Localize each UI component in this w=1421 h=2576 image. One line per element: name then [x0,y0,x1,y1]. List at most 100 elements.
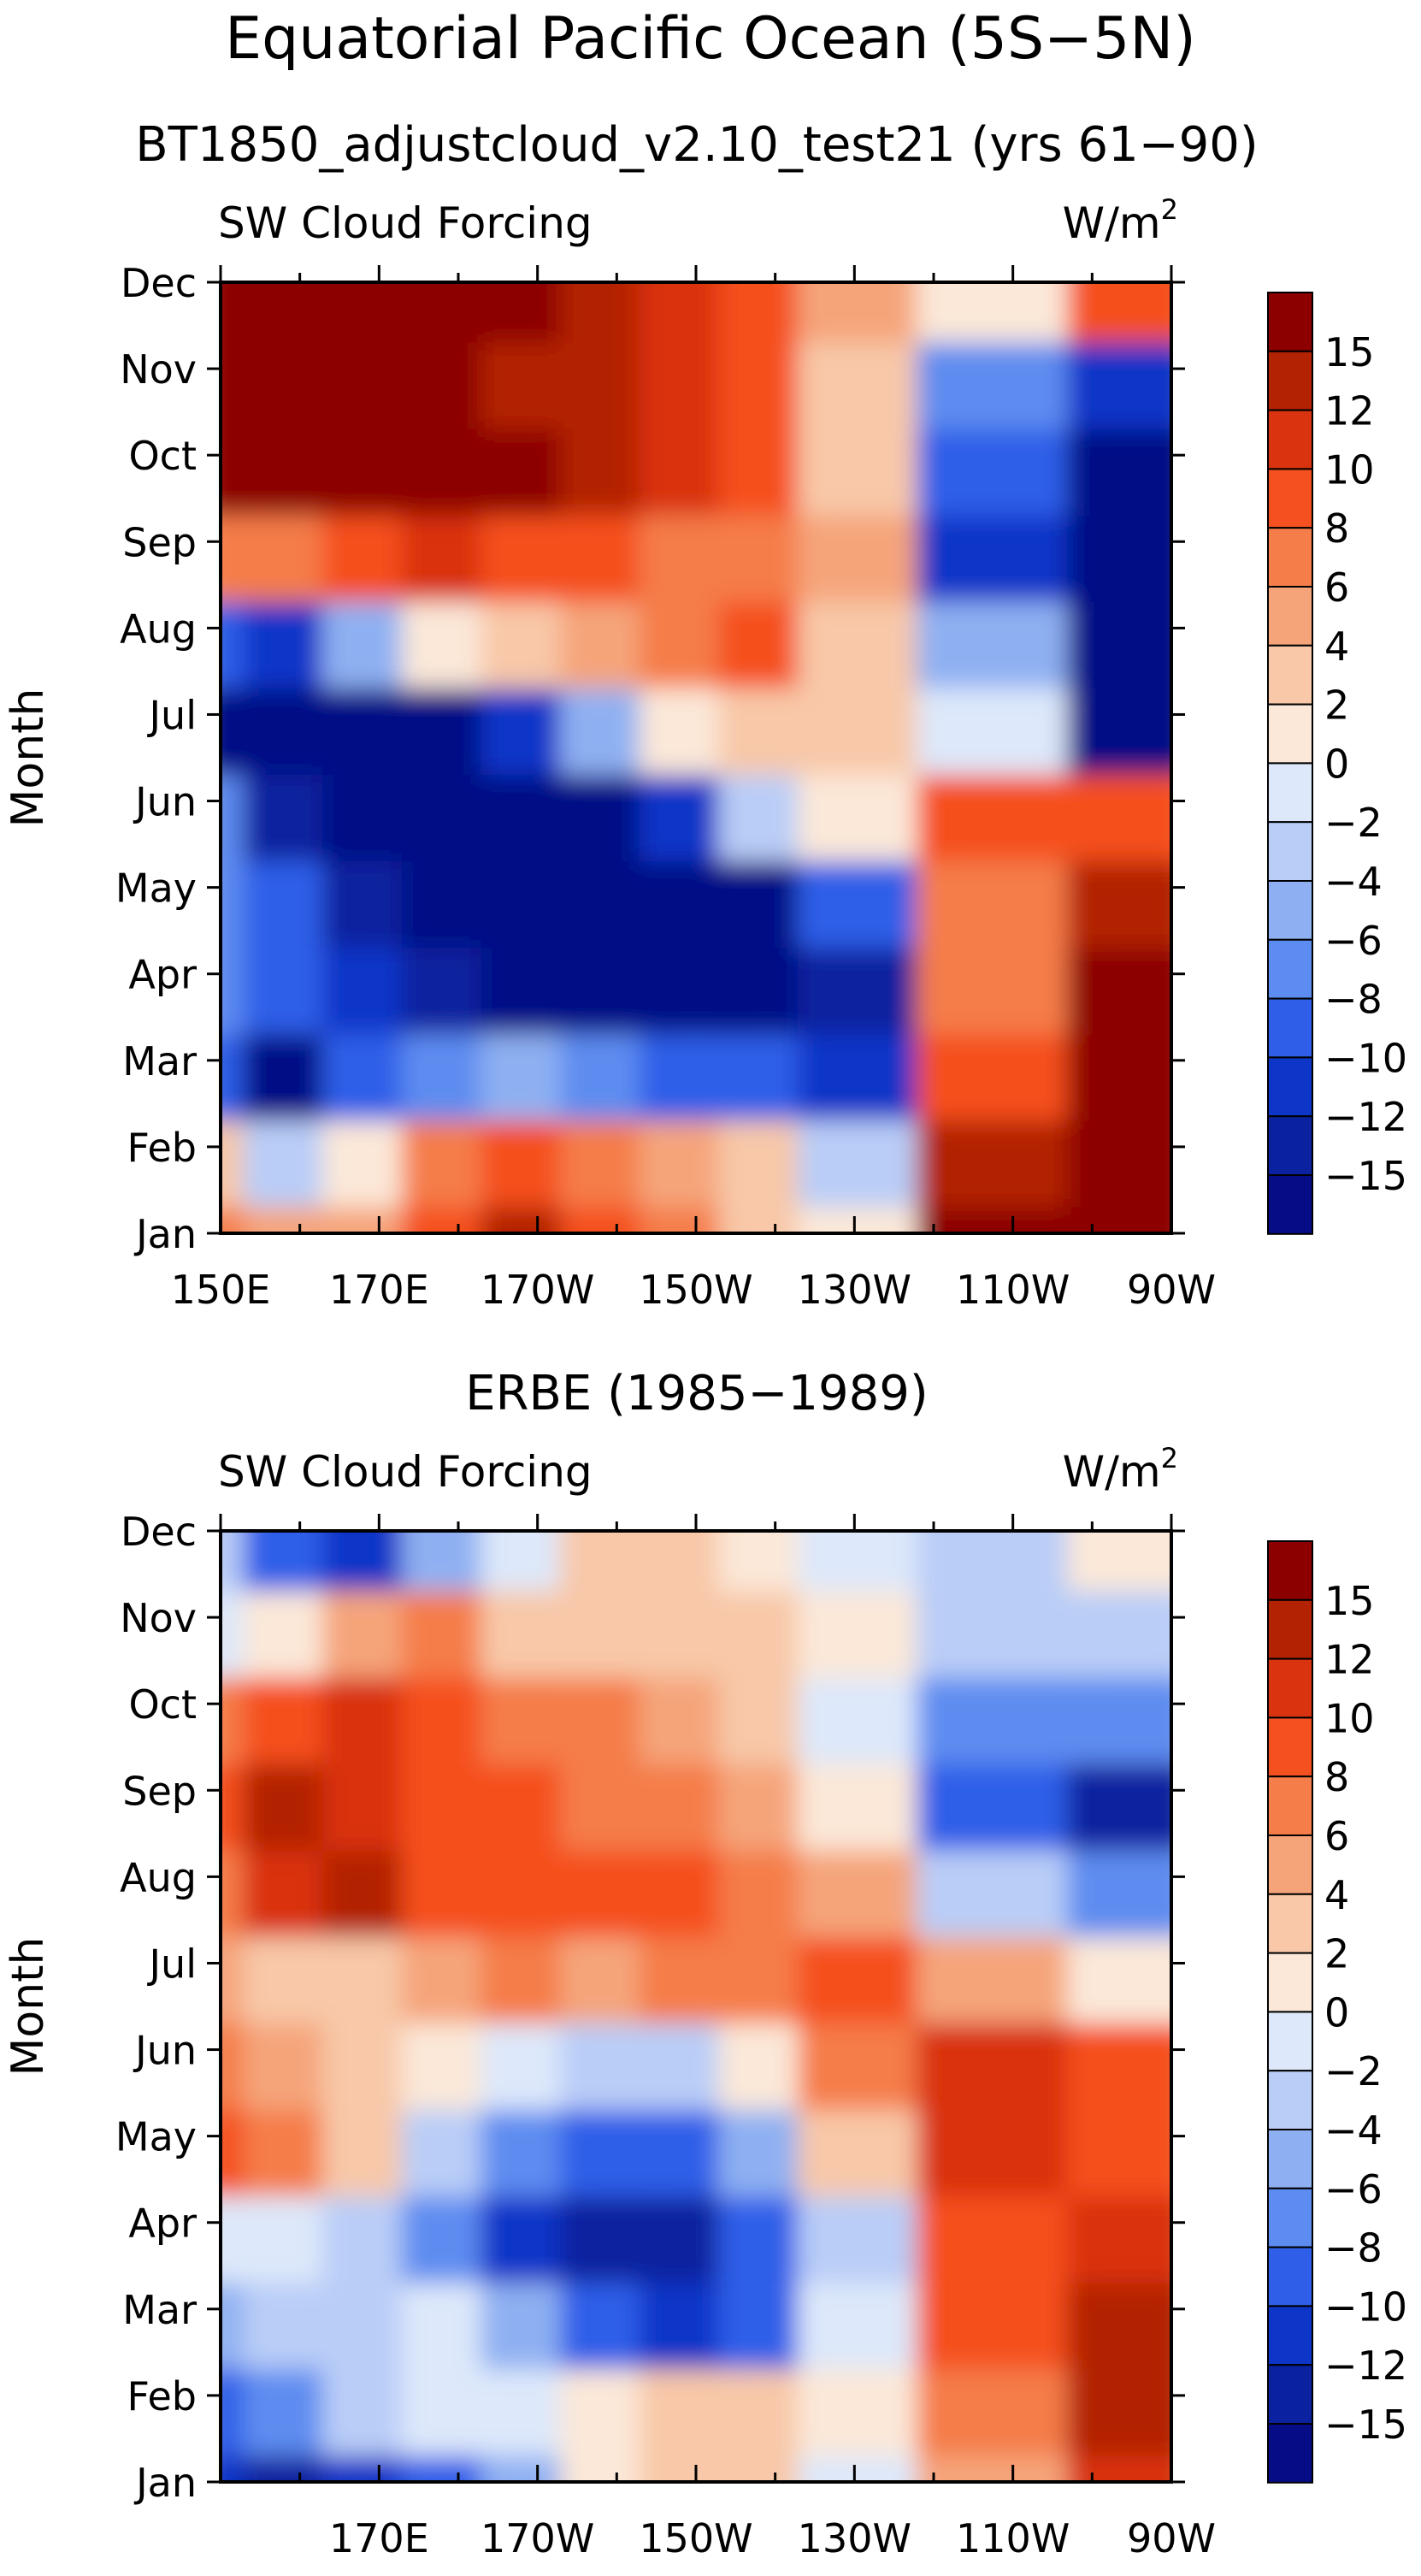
colorbar-box [1267,468,1313,529]
colorbar-box [1267,2011,1313,2072]
y-tick-label: Mar [122,2287,197,2333]
chart-title-2: ERBE (1985−1989) [465,1366,929,1421]
colorbar-label: 15 [1324,1578,1375,1624]
x-tick-label: 130W [798,1267,911,1313]
y-tick-label: Apr [128,2201,197,2247]
colorbar-label: 4 [1324,1872,1349,1918]
colorbar-box [1267,1835,1313,1895]
units-text-2: W/m [1063,1447,1161,1497]
x-tick-label: 170E [329,2515,429,2561]
colorbar-label: −2 [1324,800,1383,846]
y-tick-label: Nov [120,1595,197,1641]
colorbar-box [1267,1716,1313,1778]
figure-title: Equatorial Pacific Ocean (5S−5N) [225,5,1196,73]
x-tick-label: 150E [171,1267,271,1313]
colorbar-label: −10 [1324,1035,1407,1081]
x-tick-label: 110W [956,2515,1070,2561]
units-superscript-1: 2 [1161,193,1178,226]
x-tick-label: 170W [481,2515,594,2561]
colorbar-1: 15 12 10 8 6 4 2 0 −2 −4 −6 −8 −10 −12 −15 [1267,292,1407,1235]
colorbar-label: −8 [1324,977,1383,1023]
units-label-2: W/m2 [1063,1442,1178,1497]
colorbar-label: −4 [1324,2107,1383,2154]
left-string-1: SW Cloud Forcing [218,198,593,248]
x-tick-label: 90W [1127,1267,1216,1313]
colorbar-box [1267,2070,1313,2130]
left-string-2: SW Cloud Forcing [218,1447,593,1497]
colorbar-label: 8 [1324,505,1349,552]
colorbar-box [1267,586,1313,647]
colorbar-label: −12 [1324,2343,1407,2389]
colorbar-box [1267,1657,1313,1719]
chart-title-1: BT1850_adjustcloud_v2.10_test21 (yrs 61−… [135,117,1259,173]
y-tick-label: Aug [120,606,197,652]
x-tick-label: 170E [329,1267,429,1313]
y-ticks-2: Jan Feb Mar Apr May Jun Jul Aug Sep Oct Nov Dec [115,1509,1185,2506]
colorbar-box [1267,880,1313,941]
colorbar-box [1267,350,1313,411]
colorbar-box [1267,821,1313,883]
colorbar-box [1267,292,1313,352]
colorbar-label: 2 [1324,1931,1349,1977]
colorbar-box [1267,1056,1313,1118]
colorbar-box [1267,703,1313,765]
colorbar-2: 15 12 10 8 6 4 2 0 −2 −4 −6 −8 −10 −12 −15 [1267,1540,1407,2484]
colorbar-label: 10 [1324,446,1375,493]
y-tick-label: Jan [133,2460,197,2506]
y-tick-label: Aug [120,1854,197,1900]
y-tick-label: Jun [133,2028,197,2074]
colorbar-label: −15 [1324,2402,1407,2448]
y-tick-label: Sep [122,519,197,565]
y-tick-label: Oct [128,1681,197,1728]
colorbar-box [1267,1775,1313,1836]
x-tick-label: 150W [639,2515,752,2561]
colorbar-box [1267,644,1313,706]
colorbar-label: 6 [1324,1813,1349,1859]
x-ticks-1: 150E 170E 170W 150W 130W 110W 90W [171,265,1216,1313]
colorbar-label: −6 [1324,2166,1383,2213]
chart-panel-2: ERBE (1985−1989) SW Cloud Forcing W/m2 M… [3,1366,1407,2561]
colorbar-box [1267,1540,1313,1601]
y-tick-label: Oct [128,433,197,479]
x-ticks-2: 170E 170W 150W 130W 110W 90W [219,1514,1216,2561]
x-tick-label: 90W [1127,2515,1216,2561]
units-label-1: W/m2 [1063,193,1178,248]
y-tick-label: Jul [146,1941,197,1987]
colorbar-box [1267,1952,1313,2013]
y-tick-label: Mar [122,1038,197,1084]
heatmap-cells-2 [221,1531,1171,2482]
y-tick-label: Jan [133,1211,197,1257]
colorbar-label: 8 [1324,1754,1349,1800]
colorbar-label: 12 [1324,1637,1375,1683]
heatmap-cell [1067,282,1171,343]
colorbar-label: 0 [1324,1989,1349,2035]
colorbar-box [1267,1174,1313,1235]
y-tick-label: May [115,2114,197,2160]
colorbar-box [1267,2129,1313,2189]
heatmap-cell [1067,1531,1171,1592]
colorbar-label: 10 [1324,1695,1375,1741]
heatmap-cells-1 [221,282,1171,1233]
colorbar-label: 12 [1324,388,1375,434]
colorbar-box [1267,997,1313,1059]
colorbar-label: −15 [1324,1153,1407,1199]
colorbar-box [1267,409,1313,470]
chart-panel-1: BT1850_adjustcloud_v2.10_test21 (yrs 61−… [3,117,1407,1313]
y-tick-label: May [115,866,197,912]
y-tick-label: Jun [133,779,197,825]
colorbar-box [1267,1115,1313,1176]
colorbar-label: 0 [1324,741,1349,787]
colorbar-box [1267,2187,1313,2248]
colorbar-box [1267,527,1313,588]
colorbar-label: −6 [1324,918,1383,964]
y-tick-label: Jul [146,692,197,738]
colorbar-label: 6 [1324,564,1349,611]
y-tick-label: Dec [121,1509,197,1555]
colorbar-label: −10 [1324,2284,1407,2330]
colorbar-box [1267,1893,1313,1954]
units-superscript-2: 2 [1161,1442,1178,1474]
y-tick-label: Feb [127,1125,197,1171]
colorbar-label: −12 [1324,1094,1407,1140]
colorbar-box [1267,2364,1313,2425]
